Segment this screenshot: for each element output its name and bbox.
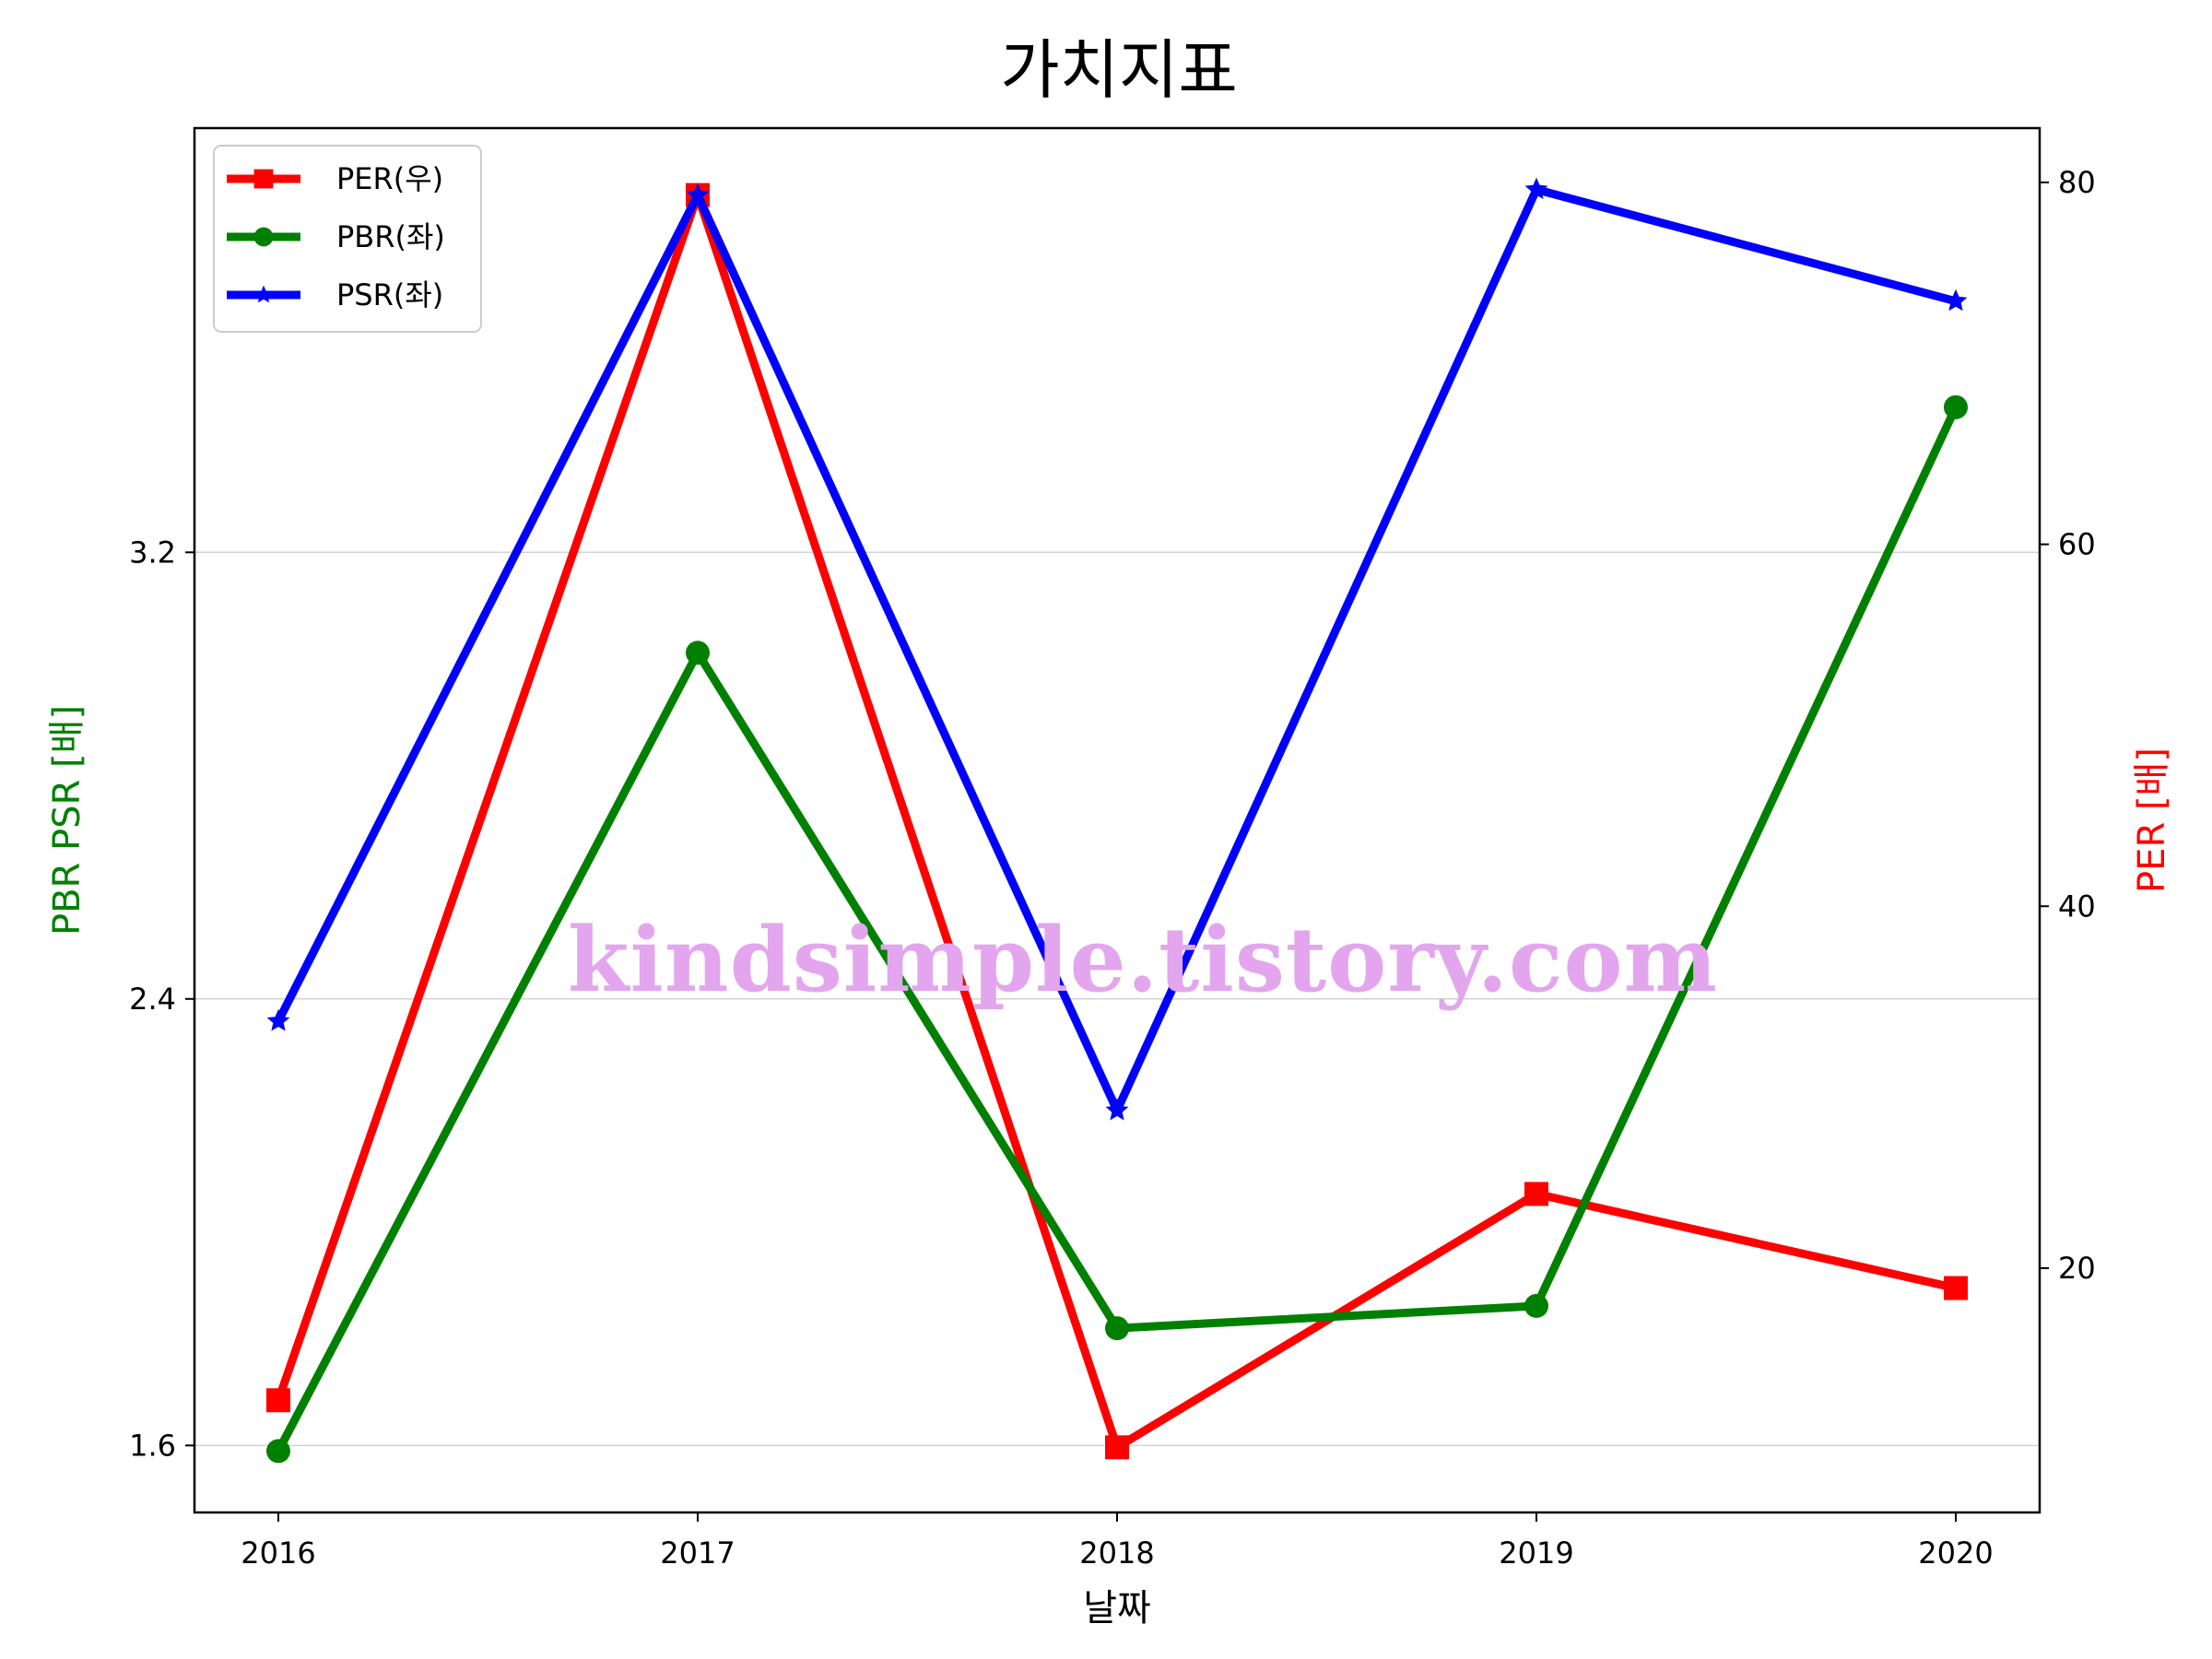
data-point [1524, 1182, 1548, 1206]
y-right-tick-label: 40 [2058, 888, 2096, 924]
data-point [1105, 1098, 1129, 1121]
data-point [1944, 1276, 1968, 1300]
y-left-tick-label: 1.6 [129, 1428, 176, 1463]
data-point [1105, 1435, 1129, 1460]
data-point [1944, 394, 1968, 419]
data-point [266, 1439, 290, 1464]
series-group [266, 177, 1968, 1121]
series-layer [266, 177, 1968, 1464]
data-point [686, 182, 710, 206]
x-tick-label: 2019 [1499, 1535, 1573, 1571]
data-point [686, 641, 710, 665]
legend-label: PBR(좌) [336, 219, 445, 254]
legend-label: PER(우) [336, 161, 443, 196]
y-axis-left: 1.6 2.4 3.2 [129, 535, 194, 1463]
chart-title: 가치지표 [1000, 32, 1238, 108]
watermark-text: kindsimple.tistory.com [568, 908, 1718, 1012]
y-right-tick-label: 60 [2058, 527, 2096, 562]
data-point [1524, 177, 1548, 200]
data-point [266, 1388, 290, 1413]
legend: PER(우) PBR(좌) PSR(좌) [213, 145, 482, 333]
series-group [266, 394, 1968, 1464]
x-tick-label: 2016 [241, 1535, 315, 1571]
data-point [1944, 288, 1968, 312]
legend-marker [253, 169, 274, 189]
y-axis-left-title: PBR PSR [배] [46, 705, 88, 935]
x-axis-title: 날짜 [1083, 1587, 1151, 1630]
y-axis-right-title: PER [배] [2131, 747, 2173, 893]
x-tick-label: 2017 [660, 1535, 735, 1571]
legend-box [213, 145, 482, 333]
x-tick-label: 2020 [1918, 1535, 1993, 1571]
legend-label: PSR(좌) [336, 277, 443, 312]
y-left-tick-label: 3.2 [129, 535, 176, 570]
legend-marker [253, 227, 274, 247]
x-axis: 2016 2017 2018 2019 2020 [241, 1512, 1994, 1571]
legend-marker [254, 285, 273, 303]
y-right-tick-label: 80 [2058, 165, 2096, 200]
y-left-tick-label: 2.4 [129, 982, 176, 1017]
y-axis-right: 20 40 60 80 [2040, 165, 2096, 1286]
x-tick-label: 2018 [1079, 1535, 1154, 1571]
y-right-tick-label: 20 [2058, 1251, 2096, 1286]
data-point [1105, 1316, 1129, 1341]
data-point [1524, 1293, 1548, 1318]
data-point [266, 1009, 290, 1031]
